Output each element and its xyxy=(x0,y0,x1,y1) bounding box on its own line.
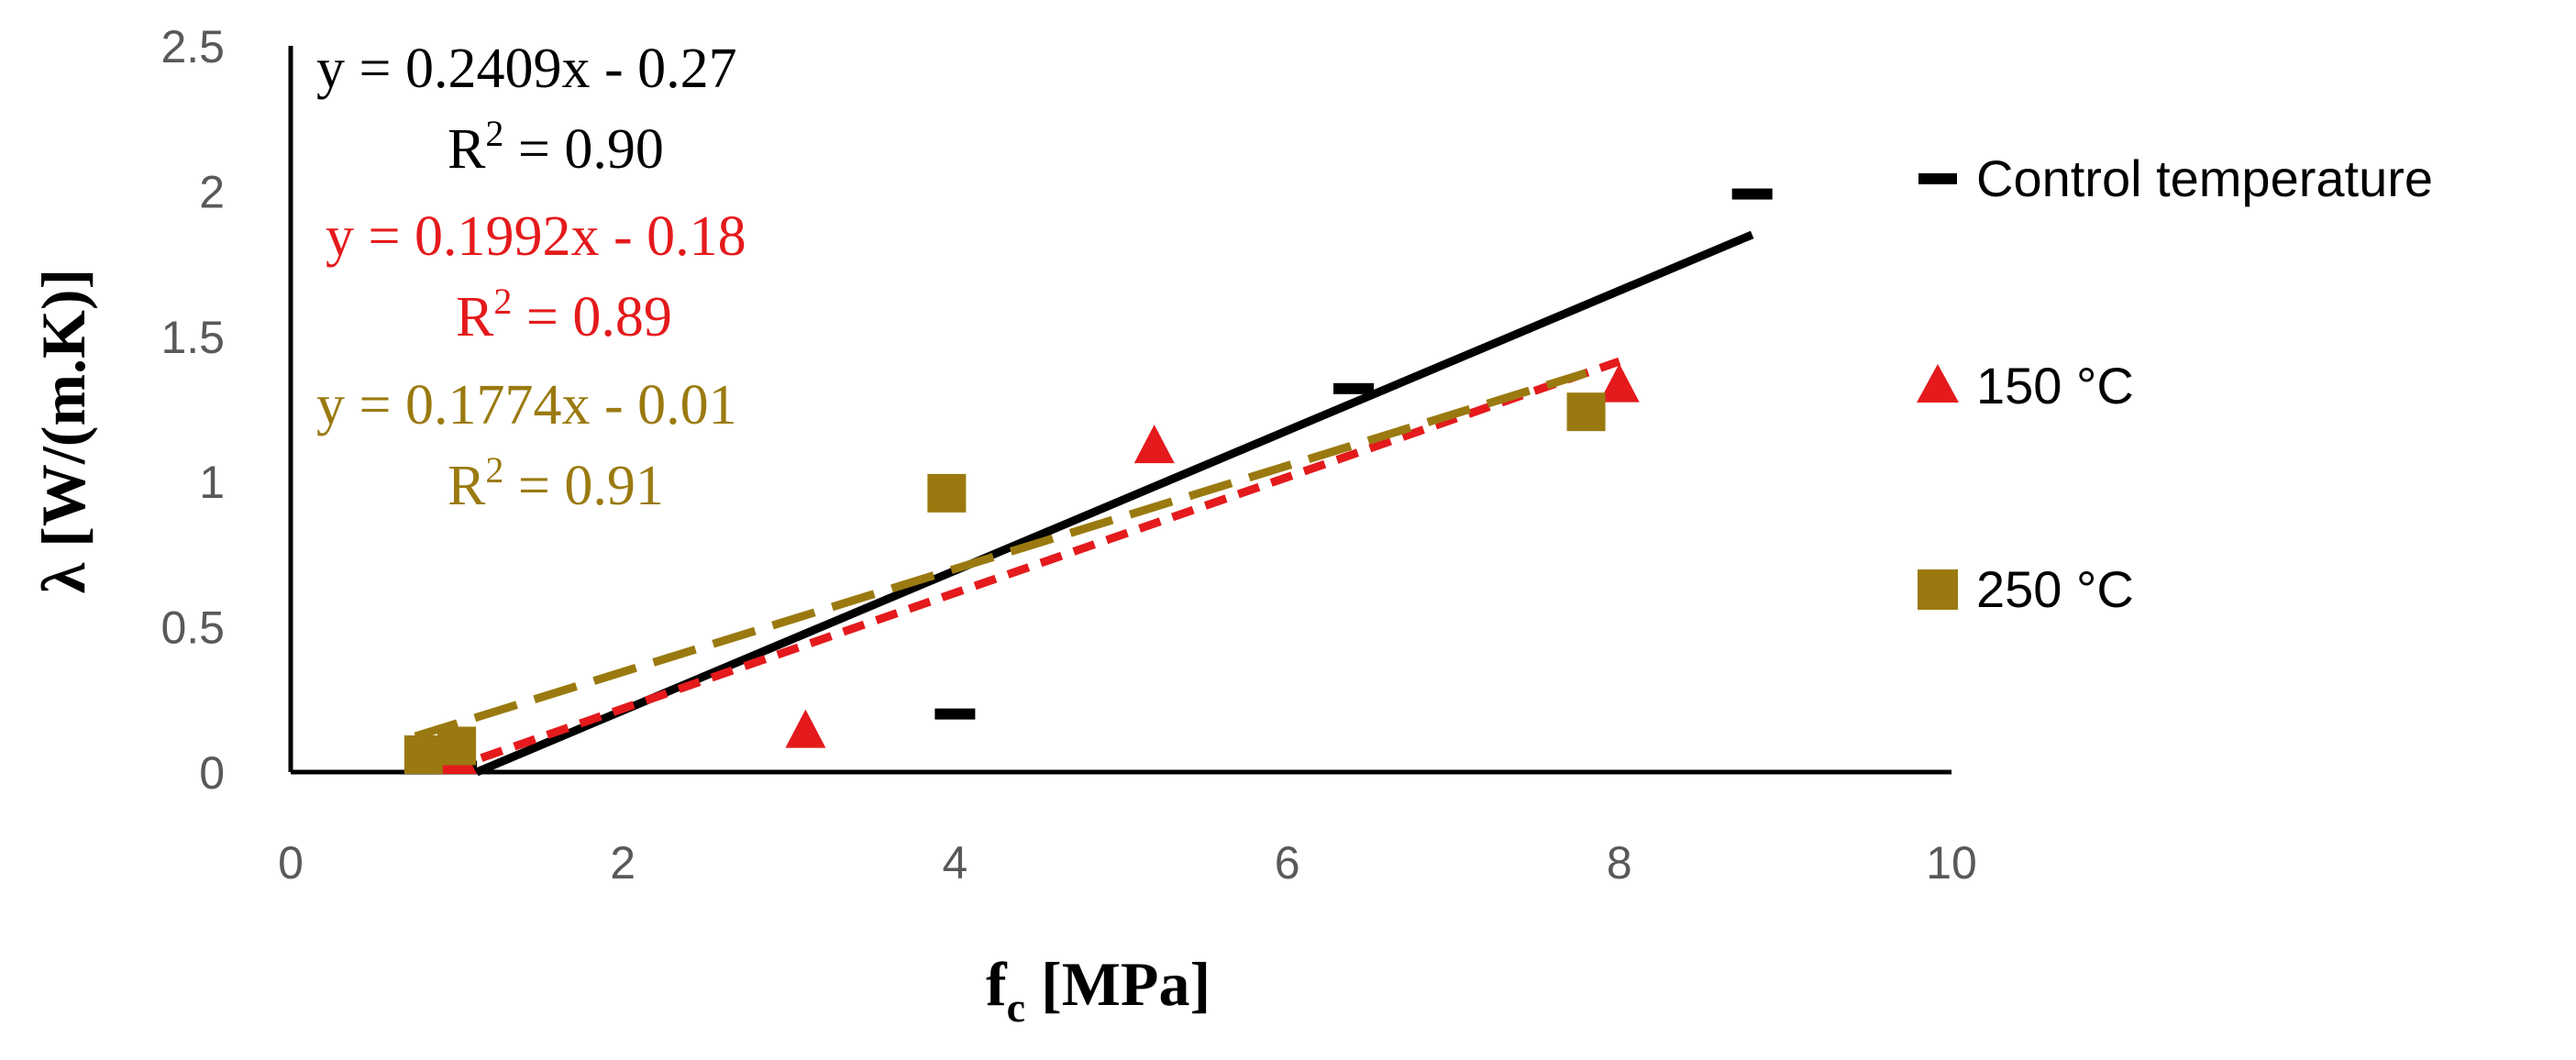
y-tick-label-4: 2 xyxy=(199,166,225,217)
legend-label-150: 150 °C xyxy=(1976,357,2134,414)
marker-1-2 xyxy=(1133,425,1175,464)
legend-marker-control xyxy=(1918,173,1957,184)
equation-150: y = 0.1992x - 0.18 xyxy=(326,205,746,268)
marker-2-2 xyxy=(927,473,967,513)
marker-2-1 xyxy=(437,726,477,766)
y-tick-label-0: 0 xyxy=(199,747,225,799)
y-axis-title: λ [W/(m.K)] xyxy=(28,269,98,593)
marker-0-2 xyxy=(1333,382,1375,394)
equation-control: y = 0.2409x - 0.27 xyxy=(316,38,737,100)
x-axis-title: fc [MPa] xyxy=(986,949,1211,1031)
y-tick-labels: 0 0.5 1 1.5 2 2.5 xyxy=(160,21,225,799)
legend-label-250: 250 °C xyxy=(1976,560,2134,618)
legend-marker-250 xyxy=(1918,569,1958,610)
legend-label-control: Control temperature xyxy=(1976,149,2433,207)
y-tick-label-2: 1 xyxy=(199,457,225,508)
marker-1-3 xyxy=(1598,363,1640,403)
r2-250: R2 = 0.91 xyxy=(448,449,664,517)
y-tick-label-3: 1.5 xyxy=(160,312,225,363)
r2-control: R2 = 0.90 xyxy=(448,113,664,181)
data-markers xyxy=(404,188,1773,775)
marker-0-3 xyxy=(1731,188,1773,200)
x-tick-label-5: 10 xyxy=(1926,837,1977,889)
legend-marker-150 xyxy=(1917,364,1959,403)
r2-150: R2 = 0.89 xyxy=(456,281,672,348)
x-tick-label-2: 4 xyxy=(942,837,967,889)
y-tick-label-5: 2.5 xyxy=(160,21,225,72)
x-tick-label-0: 0 xyxy=(278,837,304,889)
y-tick-label-1: 0.5 xyxy=(160,602,225,654)
marker-2-0 xyxy=(404,734,443,774)
equation-250: y = 0.1774x - 0.01 xyxy=(316,374,737,436)
x-tick-label-1: 2 xyxy=(610,837,636,889)
marker-1-1 xyxy=(785,709,826,748)
x-tick-label-3: 6 xyxy=(1275,837,1300,889)
equation-annotations: y = 0.2409x - 0.27 R2 = 0.90 y = 0.1992x… xyxy=(316,38,746,517)
legend: Control temperature 150 °C 250 °C xyxy=(1917,149,2433,618)
x-tick-label-4: 8 xyxy=(1607,837,1632,889)
marker-0-1 xyxy=(934,708,976,720)
marker-2-3 xyxy=(1566,392,1606,432)
trendline-2 xyxy=(414,369,1587,741)
trendlines xyxy=(414,230,1754,777)
x-tick-labels: 0 2 4 6 8 10 xyxy=(278,837,1977,889)
